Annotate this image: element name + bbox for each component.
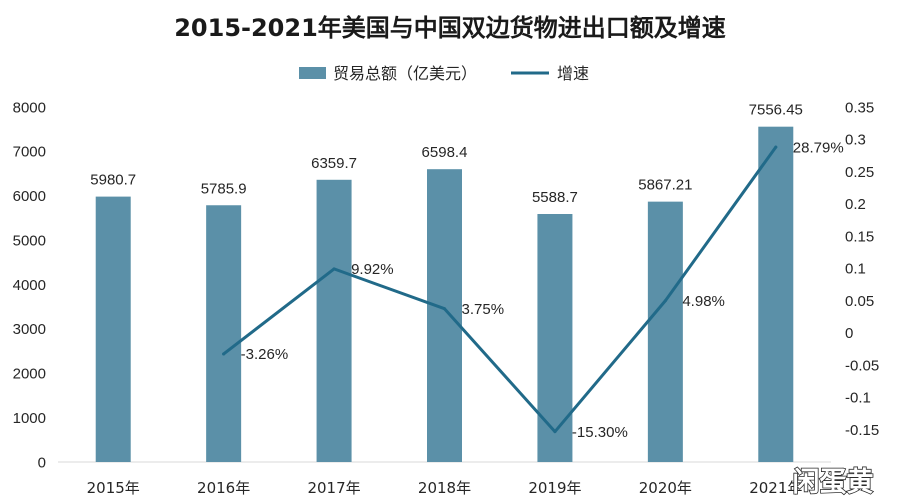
- watermark: 闲蛋黄: [793, 467, 874, 498]
- y-left-tick-label: 1000: [13, 410, 46, 427]
- x-tick-label: 2019年: [528, 479, 581, 497]
- bar-2021: [758, 126, 794, 463]
- growth-point: [443, 307, 446, 311]
- y-left-tick-label: 6000: [13, 188, 46, 205]
- bar-value-label: 5785.9: [201, 180, 247, 197]
- growth-data-labels: -3.26% 9.92% 3.75% -15.30% 4.98% 28.79%: [241, 139, 844, 441]
- bar-series: [95, 126, 794, 463]
- x-tick-label: 2017年: [307, 479, 360, 497]
- growth-point: [774, 145, 778, 149]
- y-right-tick-label: 0.25: [845, 164, 874, 181]
- chart-title: 2015-2021年美国与中国双边货物进出口额及增速: [174, 14, 726, 42]
- bar-2018: [427, 169, 462, 463]
- bar-2019: [537, 214, 573, 462]
- x-tick-label: 2020年: [639, 479, 692, 497]
- y-left-axis: 0 1000 2000 3000 4000 5000 6000 7000 8000: [13, 99, 46, 471]
- growth-line-series: [222, 145, 778, 434]
- bar-value-label: 5980.7: [90, 172, 136, 189]
- y-right-tick-label: -0.1: [845, 390, 871, 407]
- y-left-tick-label: 0: [38, 454, 46, 471]
- bar-2016: [206, 205, 242, 463]
- y-left-tick-label: 8000: [13, 99, 46, 116]
- y-right-tick-label: 0.35: [845, 99, 874, 116]
- y-left-tick-label: 2000: [13, 366, 46, 383]
- growth-point: [553, 430, 557, 434]
- y-right-tick-label: 0: [845, 325, 853, 342]
- x-tick-label: 2021年: [749, 479, 802, 497]
- x-tick-label: 2018年: [418, 479, 471, 497]
- y-right-tick-label: -0.05: [845, 357, 879, 374]
- growth-value-label: 9.92%: [351, 261, 394, 278]
- growth-value-label: -3.26%: [241, 346, 289, 363]
- bar-2015: [95, 196, 131, 462]
- legend-label-bar: 贸易总额（亿美元）: [333, 64, 477, 83]
- bar-value-label: 6359.7: [311, 155, 357, 172]
- x-tick-label: 2016年: [197, 479, 250, 497]
- legend-swatch-bar: [299, 67, 326, 79]
- growth-line: [222, 145, 778, 434]
- y-right-tick-label: 0.3: [845, 132, 866, 149]
- growth-point: [663, 299, 667, 303]
- bar-value-label: 6598.4: [422, 144, 468, 161]
- x-tick-label: 2015年: [87, 479, 140, 497]
- growth-value-label: -15.30%: [572, 424, 628, 441]
- y-right-tick-label: 0.1: [845, 261, 866, 278]
- y-right-tick-label: 0.05: [845, 293, 874, 310]
- bar-2020: [647, 201, 683, 462]
- x-axis: 2015年 2016年 2017年 2018年 2019年 2020年 2021年: [58, 461, 831, 497]
- y-right-tick-label: -0.15: [845, 422, 879, 439]
- y-left-tick-label: 3000: [13, 321, 46, 338]
- y-left-tick-label: 7000: [13, 144, 46, 161]
- bar-value-label: 5588.7: [532, 189, 578, 206]
- legend-label-line: 增速: [557, 64, 589, 83]
- y-right-axis: -0.15 -0.1 -0.05 0 0.05 0.1 0.15 0.2 0.25 0.3 0.35: [845, 99, 879, 439]
- y-right-tick-label: 0.15: [845, 228, 874, 245]
- bar-data-labels: 5980.7 5785.9 6359.7 6598.4 5588.7 5867.21 755…: [90, 102, 803, 206]
- y-right-tick-label: 0.2: [845, 196, 866, 213]
- y-left-tick-label: 4000: [13, 277, 46, 294]
- bar-value-label: 7556.45: [749, 102, 803, 119]
- y-left-tick-label: 5000: [13, 232, 46, 249]
- bar-2017: [316, 179, 352, 462]
- legend: 贸易总额（亿美元） 增速: [299, 64, 589, 83]
- growth-value-label: 28.79%: [793, 139, 844, 156]
- growth-point: [222, 352, 226, 356]
- bar-value-label: 5867.21: [638, 177, 692, 194]
- growth-value-label: 4.98%: [682, 293, 725, 310]
- growth-point: [332, 267, 336, 271]
- growth-value-label: 3.75%: [462, 301, 505, 318]
